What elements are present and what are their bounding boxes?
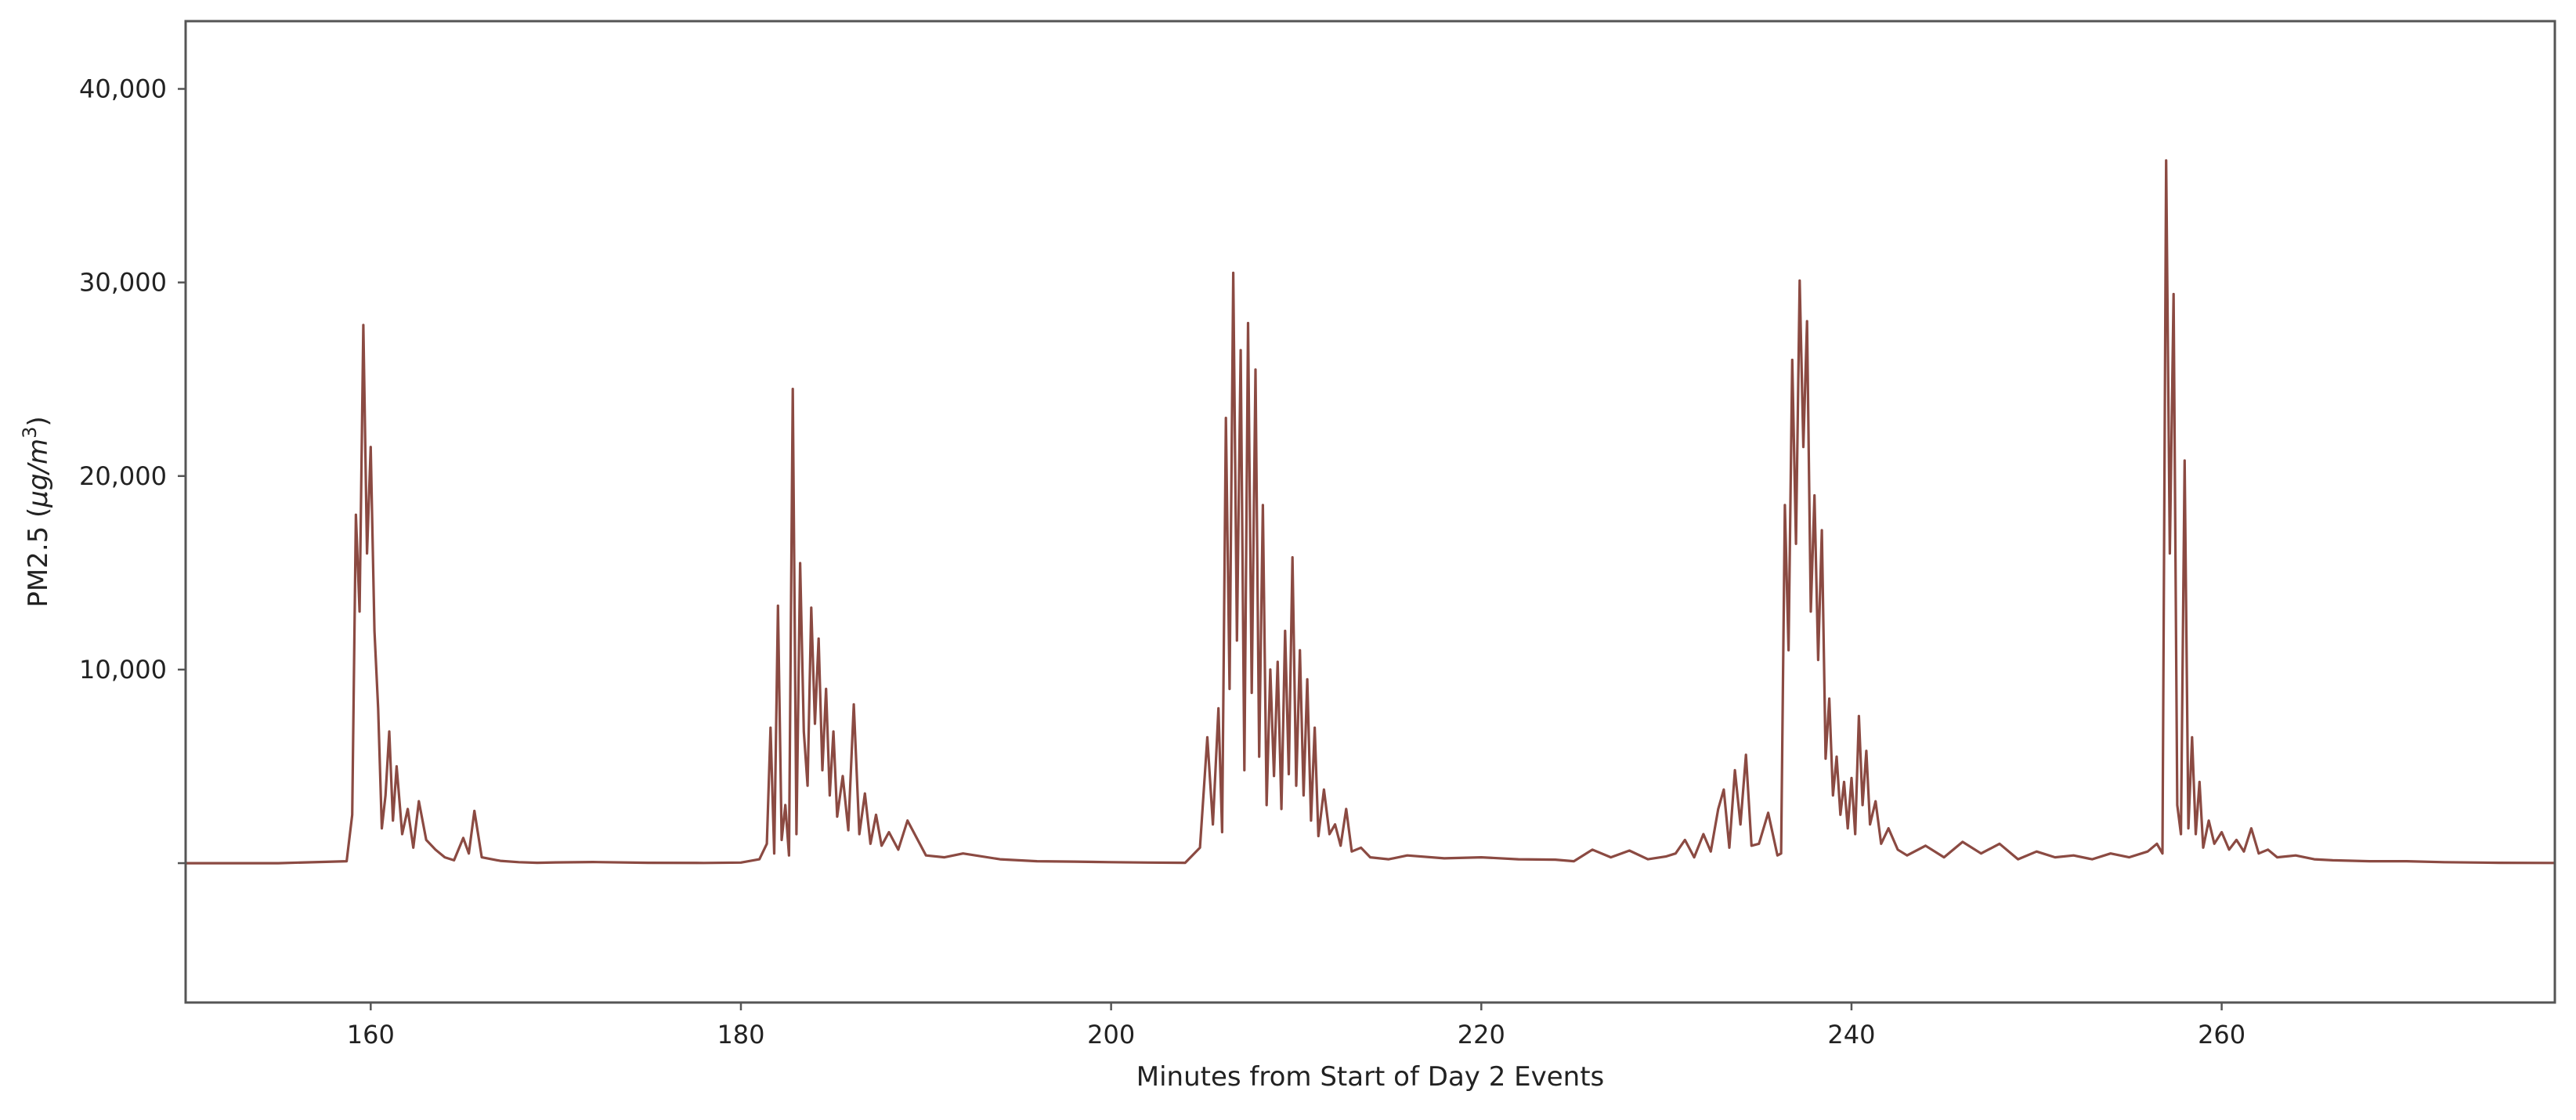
y-tick-label: 10,000 [79,655,167,685]
y-axis: 10,000 20,000 30,000 40,000 [79,74,186,865]
y-axis-label-part: μg/m [23,439,54,508]
x-axis-label: Minutes from Start of Day 2 Events [1136,1061,1605,1093]
y-axis-label-part: 3 [19,427,41,439]
x-axis: 160 180 200 220 240 260 [347,1003,2245,1050]
y-axis-label: PM2.5 (μg/m3) [19,416,54,607]
x-tick-label: 240 [1827,1020,1875,1050]
x-tick-label: 260 [2198,1020,2245,1050]
x-tick-label: 200 [1087,1020,1135,1050]
plot-frame [184,20,2556,1004]
series-line-0 [186,159,2556,865]
x-tick-label: 180 [717,1020,764,1050]
x-tick-label: 220 [1458,1020,1505,1050]
y-tick-label: 20,000 [79,461,167,491]
x-tick-label: 160 [347,1020,395,1050]
y-tick-label: 40,000 [79,74,167,103]
y-axis-label-part: PM2.5 ( [23,508,54,608]
y-tick-label: 30,000 [79,268,167,298]
series-layer [186,159,2556,865]
y-axis-label-part: ) [23,416,54,426]
